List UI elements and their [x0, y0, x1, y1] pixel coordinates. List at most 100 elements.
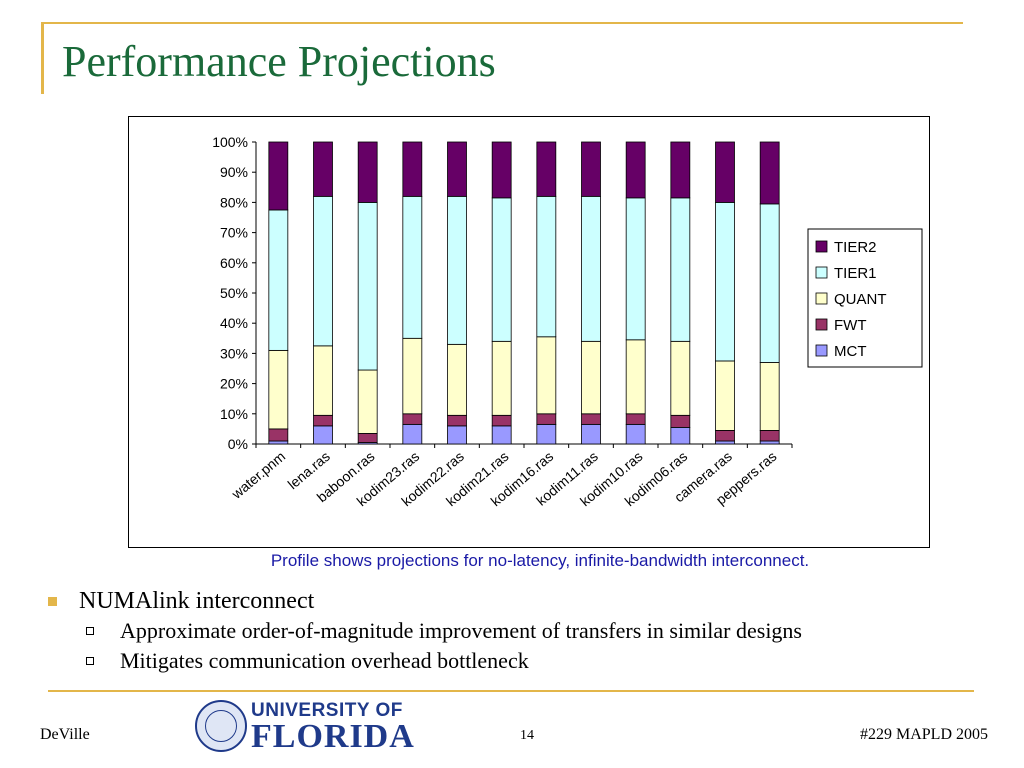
- legend-swatch-quant: [815, 292, 828, 305]
- bar-segment-quant: [715, 360, 735, 431]
- bar-segment-quant: [670, 340, 691, 416]
- legend-label: QUANT: [834, 291, 887, 308]
- bar-segment-tier1: [581, 195, 601, 342]
- chart-frame: 0% 10% 20% 30% 40% 50% 60% 70% 80% 90% 100% water.p…: [128, 116, 930, 548]
- bar-segment-tier1: [715, 202, 735, 362]
- page-number: 14: [520, 728, 534, 743]
- bar-segment-quant: [581, 340, 601, 415]
- hollow-square-bullet-icon: [86, 657, 94, 665]
- title-accent-vertical: [41, 22, 44, 94]
- footer-author: DeVille: [40, 726, 90, 743]
- legend-swatch-mct: [815, 344, 828, 357]
- bar-segment-fwt: [268, 428, 289, 442]
- bar-segment-quant: [759, 362, 780, 431]
- bar-segment-fwt: [491, 414, 512, 427]
- y-tick-label: 70%: [220, 225, 248, 241]
- university-logo: UNIVERSITY OF FLORIDA: [195, 700, 415, 758]
- x-category-label: water.pnm: [228, 448, 289, 502]
- hollow-square-bullet-icon: [86, 627, 94, 635]
- bar-segment-tier2: [313, 141, 333, 197]
- bar-segment-fwt: [313, 414, 333, 427]
- bar-segment-quant: [402, 337, 423, 415]
- legend-label: FWT: [834, 317, 866, 334]
- y-tick-label: 0%: [228, 436, 248, 452]
- bar-segment-quant: [536, 336, 557, 415]
- bar-segment-quant: [491, 340, 512, 416]
- y-tick-label: 20%: [220, 376, 248, 392]
- bar-segment-tier2: [402, 141, 423, 197]
- bar-segment-mct: [491, 425, 512, 445]
- bar-segment-mct: [536, 423, 557, 445]
- sub-bullet-text: Mitigates communication overhead bottlen…: [120, 648, 529, 673]
- bar-segment-tier2: [491, 141, 512, 199]
- bar-segment-mct: [313, 425, 333, 445]
- bar-segment-tier1: [402, 195, 423, 339]
- sub-bullet-text: Approximate order-of-magnitude improveme…: [120, 618, 802, 643]
- legend-label: TIER2: [834, 239, 877, 256]
- y-tick-label: 30%: [220, 345, 248, 361]
- bar-segment-mct: [715, 440, 735, 445]
- bar-segment-tier2: [536, 141, 557, 197]
- bullet-text: NUMAlink interconnect: [79, 587, 315, 614]
- y-tick-label: 100%: [212, 134, 248, 150]
- bar-segment-fwt: [447, 414, 467, 427]
- bar-segment-tier2: [357, 141, 378, 203]
- legend-swatch-tier2: [815, 240, 828, 253]
- bar-segment-tier1: [491, 197, 512, 342]
- y-tick-label: 40%: [220, 315, 248, 331]
- y-tick-label: 60%: [220, 255, 248, 271]
- bar-segment-fwt: [357, 433, 378, 443]
- bar-segment-fwt: [625, 413, 646, 425]
- footer-event: #229 MAPLD 2005: [859, 726, 988, 743]
- bar-segment-fwt: [581, 413, 601, 425]
- bar-segment-tier1: [670, 197, 691, 342]
- bar-segment-quant: [268, 349, 289, 430]
- university-seal-icon: [195, 700, 247, 752]
- bar-segment-tier1: [447, 195, 467, 345]
- slide-title: Performance Projections: [62, 37, 496, 86]
- bar-segment-tier2: [581, 141, 601, 197]
- bar-segment-mct: [447, 425, 467, 445]
- bar-segment-tier2: [759, 141, 780, 205]
- bar-segment-mct: [625, 423, 646, 445]
- bar-segment-tier2: [670, 141, 691, 199]
- bar-segment-tier2: [625, 141, 646, 199]
- square-bullet-icon: [48, 596, 57, 606]
- bar-segment-fwt: [759, 430, 780, 442]
- y-tick-label: 90%: [220, 164, 248, 180]
- bar-segment-quant: [625, 339, 646, 415]
- logo-text-bottom: FLORIDA: [251, 718, 415, 755]
- bar-segment-tier2: [268, 141, 289, 211]
- bar-segment-tier1: [357, 202, 378, 371]
- y-tick-label: 10%: [220, 406, 248, 422]
- bar-segment-tier2: [447, 141, 467, 197]
- bar-segment-mct: [759, 440, 780, 445]
- bar-segment-fwt: [670, 414, 691, 428]
- bar-segment-fwt: [715, 430, 735, 442]
- bar-segment-fwt: [402, 413, 423, 425]
- bar-segment-quant: [313, 345, 333, 416]
- sub-bullet-item: Approximate order-of-magnitude improveme…: [82, 616, 1002, 646]
- logo-text-top: UNIVERSITY OF: [251, 700, 403, 721]
- bar-segment-mct: [402, 423, 423, 445]
- bar-segment-tier1: [536, 195, 557, 338]
- legend-swatch-fwt: [815, 318, 828, 331]
- bar-segment-tier1: [625, 197, 646, 341]
- bar-segment-tier1: [759, 203, 780, 363]
- bullet-item: NUMAlink interconnect: [42, 586, 1002, 616]
- legend-label: MCT: [834, 343, 867, 360]
- footer-divider: [48, 690, 974, 692]
- bar-segment-mct: [670, 426, 691, 445]
- legend-label: TIER1: [834, 265, 877, 282]
- chart-caption: Profile shows projections for no-latency…: [270, 551, 810, 570]
- bar-segment-tier2: [715, 141, 735, 203]
- seal-inner-ring: [205, 710, 237, 742]
- bar-segment-mct: [581, 423, 601, 445]
- bar-segment-tier1: [268, 209, 289, 351]
- bar-segment-quant: [447, 343, 467, 416]
- stacked-bar-chart: 0% 10% 20% 30% 40% 50% 60% 70% 80% 90% 100% water.p…: [212, 134, 923, 509]
- bar-segment-tier1: [313, 195, 333, 347]
- title-accent-horizontal: [41, 22, 963, 24]
- legend-swatch-tier1: [815, 266, 828, 279]
- bar-segment-fwt: [536, 413, 557, 425]
